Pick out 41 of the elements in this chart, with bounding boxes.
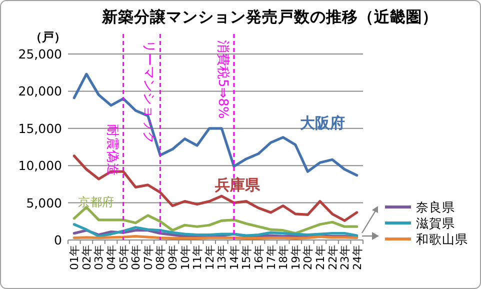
x-tick-label: 10年	[178, 245, 192, 270]
x-tick-label: 21年	[314, 245, 327, 270]
y-tick-label: 15,000	[18, 120, 62, 136]
x-tick-label: 15年	[240, 245, 254, 270]
y-tick-label: 5,000	[26, 195, 62, 210]
x-tick-label: 14年	[228, 245, 241, 270]
legend-label: 滋賀県	[416, 216, 455, 230]
x-tick-label: 03年	[92, 245, 106, 270]
y-tick-label: 0	[54, 232, 62, 248]
x-tick-label: 08年	[154, 245, 168, 270]
x-tick-label: 23年	[338, 245, 352, 270]
x-tick-label: 06年	[130, 245, 143, 270]
ref-line-label: リーマンショック	[141, 40, 156, 144]
x-tick-label: 04年	[105, 245, 118, 270]
x-tick-label: 20年	[302, 245, 315, 270]
x-tick-label: 11年	[191, 245, 204, 270]
series-label: 大阪府	[300, 114, 345, 132]
ref-line-label: 消費税5⇒8%	[214, 40, 230, 119]
x-tick-label: 02年	[80, 245, 94, 270]
line-series	[72, 223, 358, 238]
y-tick-label: 10,000	[18, 158, 62, 174]
y-tick-label: 20,000	[18, 84, 62, 99]
x-tick-label: 17年	[264, 245, 278, 270]
x-tick-label: 22年	[326, 245, 340, 270]
legend-label: 和歌山県	[416, 232, 468, 246]
x-tick-label: 13年	[216, 245, 229, 270]
series-label: 兵庫県	[214, 176, 261, 194]
x-tick-label: 16年	[252, 245, 266, 270]
legend-label: 奈良県	[416, 200, 455, 214]
y-axis-title: （戸）	[30, 30, 66, 44]
x-tick-label: 12年	[203, 245, 216, 270]
x-tick-label: 07年	[142, 245, 155, 270]
x-tick-label: 18年	[277, 245, 290, 270]
x-tick-label: 19年	[289, 245, 302, 270]
chart-title: 新築分譲マンション発売戸数の推移（近畿圏）	[101, 8, 438, 26]
ref-line-label: 耐震偽造	[104, 124, 120, 176]
x-tick-label: 24年	[350, 245, 364, 270]
x-tick-label: 05年	[117, 245, 130, 270]
y-tick-label: 25,000	[18, 46, 62, 62]
x-tick-label: 01年	[68, 245, 82, 270]
x-tick-label: 09年	[166, 245, 180, 270]
